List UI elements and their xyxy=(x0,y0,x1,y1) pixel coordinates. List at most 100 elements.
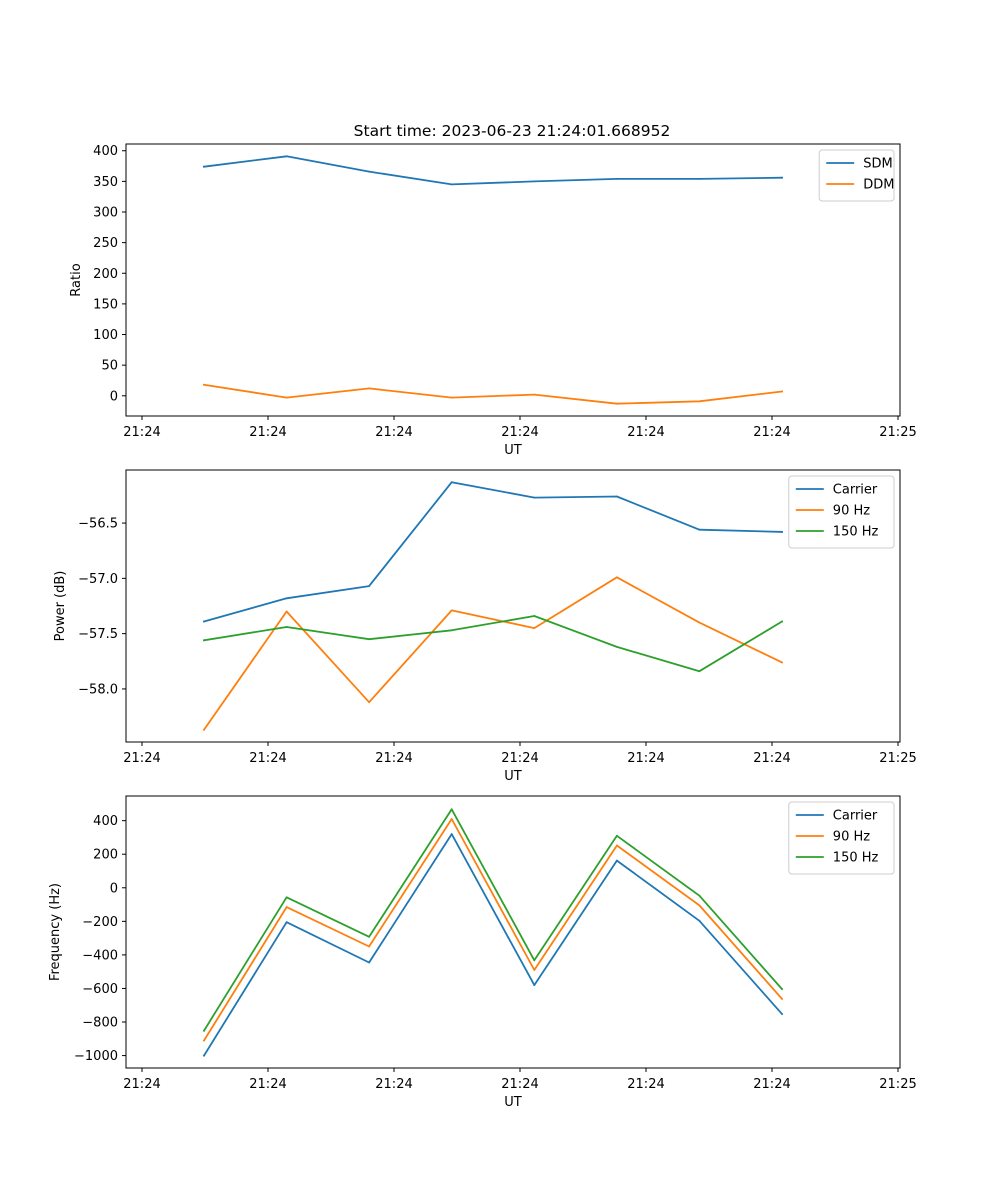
x-tick-label: 21:24 xyxy=(375,751,412,766)
y-tick-label: −1000 xyxy=(74,1049,118,1064)
data-point xyxy=(203,639,205,642)
data-point xyxy=(368,387,370,390)
data-point xyxy=(285,597,288,600)
legend-label: 90 Hz xyxy=(833,830,870,845)
data-point xyxy=(781,620,783,623)
data-point xyxy=(616,844,618,847)
data-point xyxy=(781,998,783,1000)
data-point xyxy=(450,481,453,484)
legend-label: 150 Hz xyxy=(833,525,879,540)
data-point xyxy=(533,627,536,629)
x-tick-label: 21:24 xyxy=(753,425,790,440)
data-point xyxy=(285,610,288,613)
y-tick-label: −600 xyxy=(82,982,118,997)
y-tick-label: 200 xyxy=(93,848,118,863)
y-tick-label: −400 xyxy=(82,948,118,963)
data-point xyxy=(368,585,370,587)
legend-label: 150 Hz xyxy=(833,851,879,866)
x-tick-label: 21:24 xyxy=(249,425,286,440)
data-point xyxy=(368,961,370,964)
x-tick-label: 21:24 xyxy=(753,1077,790,1092)
legend: Carrier 90 Hz 150 Hz xyxy=(788,801,895,875)
data-point xyxy=(781,988,783,990)
data-point xyxy=(368,170,370,173)
legend-box xyxy=(788,801,895,875)
data-point xyxy=(533,496,536,499)
x-tick-label: 21:24 xyxy=(123,1077,160,1092)
x-tick-label: 21:24 xyxy=(627,425,664,440)
x-tick-label: 21:24 xyxy=(501,425,538,440)
data-point xyxy=(203,728,205,731)
data-point xyxy=(450,818,453,820)
x-tick-label: 21:24 xyxy=(627,1077,664,1092)
x-tick-label: 21:24 xyxy=(249,751,286,766)
data-point xyxy=(781,531,783,533)
x-tick-label: 21:25 xyxy=(879,1077,916,1092)
subplots: 21:24 21:24 21:24 21:24 21:24 21:24 21:25 UT 0 50… xyxy=(48,143,917,1110)
data-point xyxy=(368,935,370,938)
data-point xyxy=(203,1054,205,1057)
data-point xyxy=(533,969,536,971)
x-tick-label: 21:24 xyxy=(501,1077,538,1092)
data-point xyxy=(203,383,205,386)
series-line-sdm xyxy=(202,155,783,186)
y-tick-label: −57.5 xyxy=(78,627,118,642)
x-tick-label: 21:25 xyxy=(879,425,916,440)
series-line-ddm xyxy=(202,383,783,405)
x-tick-label: 21:24 xyxy=(123,425,160,440)
data-point xyxy=(616,402,618,405)
x-tick-label: 21:24 xyxy=(627,751,664,766)
data-point xyxy=(616,576,618,579)
data-point xyxy=(698,894,701,897)
y-tick-label: −200 xyxy=(82,915,118,930)
series-line-90-hz xyxy=(202,576,784,732)
x-tick-label: 21:24 xyxy=(249,1077,286,1092)
data-point xyxy=(781,661,783,664)
data-point xyxy=(698,670,701,673)
subplot-2: 21:24 21:24 21:24 21:24 21:24 21:24 21:25 UT −58… xyxy=(53,469,917,784)
y-tick-label: 400 xyxy=(93,814,118,829)
x-tick-label: 21:25 xyxy=(879,751,916,766)
data-point xyxy=(285,155,288,158)
data-point xyxy=(781,1013,783,1015)
x-axis-label: UT xyxy=(504,769,522,784)
y-tick-label: 400 xyxy=(93,144,118,159)
y-tick-label: 50 xyxy=(101,359,118,374)
y-axis-label: Frequency (Hz) xyxy=(48,883,63,981)
y-tick-label: 300 xyxy=(93,206,118,221)
y-axis-label: Ratio xyxy=(69,263,84,296)
figure-title: Start time: 2023-06-23 21:24:01.668952 xyxy=(354,122,671,140)
x-axis-label: UT xyxy=(504,443,522,458)
x-tick-label: 21:24 xyxy=(753,751,790,766)
data-point xyxy=(203,620,205,623)
data-point xyxy=(450,629,453,632)
data-point xyxy=(450,609,453,612)
data-point xyxy=(781,390,783,393)
y-axis-label: Power (dB) xyxy=(53,571,68,642)
y-tick-label: 250 xyxy=(93,236,118,251)
legend-label: Carrier xyxy=(833,809,878,824)
y-tick-label: −58.0 xyxy=(78,682,118,697)
y-tick-label: −57.0 xyxy=(78,572,118,587)
data-point xyxy=(285,921,288,924)
series-line-90-hz xyxy=(202,818,784,1042)
data-point xyxy=(285,896,288,899)
data-point xyxy=(698,904,701,907)
data-point xyxy=(781,176,783,179)
data-point xyxy=(698,178,701,180)
data-point xyxy=(698,919,701,922)
data-point xyxy=(616,834,618,837)
data-point xyxy=(698,621,701,624)
legend-label: 90 Hz xyxy=(833,504,870,519)
data-point xyxy=(450,833,453,835)
legend-box xyxy=(788,475,895,549)
x-tick-label: 21:24 xyxy=(501,751,538,766)
subplot-3: 21:24 21:24 21:24 21:24 21:24 21:24 21:25 UT −10… xyxy=(48,795,917,1110)
data-point xyxy=(285,396,288,399)
data-point xyxy=(285,906,288,908)
axes-frame xyxy=(125,469,901,743)
data-point xyxy=(285,626,288,628)
y-tick-label: 350 xyxy=(93,175,118,190)
data-point xyxy=(203,165,205,168)
